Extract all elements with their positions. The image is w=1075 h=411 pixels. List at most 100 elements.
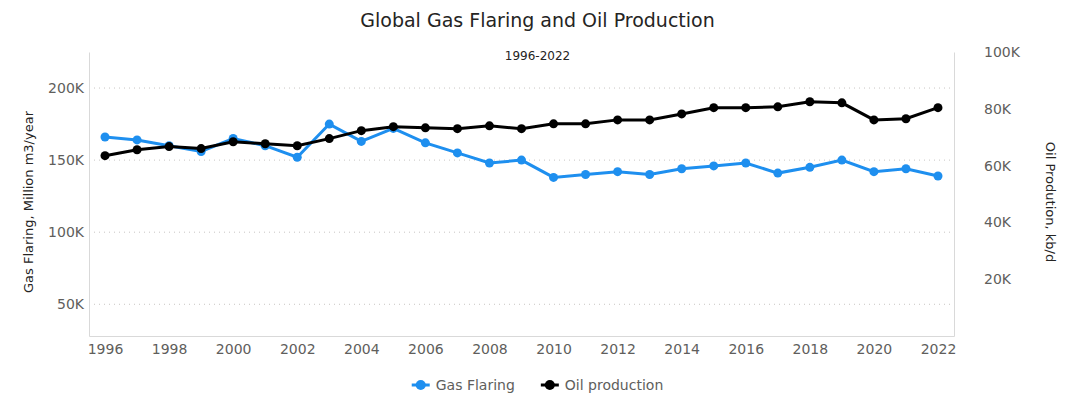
- point: [677, 164, 686, 173]
- point: [421, 123, 430, 132]
- tick-label: 100K: [984, 44, 1021, 60]
- point: [869, 115, 878, 124]
- tick: 1996: [88, 336, 124, 357]
- tick: 2012: [600, 336, 636, 357]
- tick-label: 150K: [48, 152, 85, 168]
- point: [165, 141, 174, 150]
- tick: 80K: [954, 101, 1012, 117]
- tick-label: 2004: [344, 341, 380, 357]
- y-axis-title: Gas Flaring, Million m3/year: [21, 110, 36, 293]
- grid-line: [89, 304, 954, 305]
- point: [741, 159, 750, 168]
- tick: 200K: [48, 80, 89, 96]
- point: [549, 173, 558, 182]
- tick-label: 50K: [57, 296, 85, 312]
- tick: 100K: [954, 44, 1021, 60]
- point: [901, 114, 910, 123]
- point: [773, 169, 782, 178]
- legend-item: Oil production: [541, 377, 663, 393]
- tick-label: 2022: [921, 341, 957, 357]
- tick-label: 20K: [984, 271, 1012, 287]
- tick-label: 1996: [88, 341, 124, 357]
- legend: Gas Flaring Oil production: [412, 377, 664, 393]
- tick-label: 200K: [48, 80, 85, 96]
- subtitle: 1996-2022: [505, 49, 570, 63]
- point: [901, 164, 910, 173]
- tick: 2014: [664, 336, 700, 357]
- tick-label: 2014: [664, 341, 700, 357]
- point: [229, 137, 238, 146]
- tick-label: 60K: [984, 158, 1012, 174]
- axis-line: [90, 336, 955, 337]
- point: [869, 167, 878, 176]
- tick-label: 2018: [793, 341, 829, 357]
- point: [453, 148, 462, 157]
- point: [613, 167, 622, 176]
- point: [837, 156, 846, 165]
- point: [453, 124, 462, 133]
- tick-label: 2008: [472, 341, 508, 357]
- tick: 2004: [344, 336, 380, 357]
- point: [101, 133, 110, 142]
- point: [773, 102, 782, 111]
- point: [325, 120, 334, 129]
- series-line: [105, 124, 938, 177]
- tick: 40K: [954, 214, 1012, 230]
- series-line: [105, 102, 938, 156]
- point: [261, 139, 270, 148]
- title: Global Gas Flaring and Oil Production: [360, 9, 714, 31]
- y-axis: 50K 100K 150K 200K: [48, 53, 89, 337]
- tick: 60K: [954, 158, 1012, 174]
- point: [933, 171, 942, 180]
- point: [293, 141, 302, 150]
- tick-label: 80K: [984, 101, 1012, 117]
- point: [197, 144, 206, 153]
- legend-marker: [545, 380, 555, 390]
- point: [805, 163, 814, 172]
- plot-area: [101, 97, 943, 182]
- point: [389, 122, 398, 131]
- tick-label: 2016: [728, 341, 764, 357]
- point: [101, 151, 110, 160]
- point: [805, 97, 814, 106]
- tick-label: 2012: [600, 341, 636, 357]
- point: [485, 121, 494, 130]
- point: [677, 109, 686, 118]
- point: [485, 159, 494, 168]
- point: [325, 134, 334, 143]
- axis-line: [89, 53, 90, 337]
- tick: 2002: [280, 336, 316, 357]
- tick-label: 2006: [408, 341, 444, 357]
- legend-marker: [416, 380, 426, 390]
- point: [357, 137, 366, 146]
- axis-line: [954, 53, 955, 337]
- tick-label: 1998: [152, 341, 188, 357]
- tick-label: 100K: [48, 224, 85, 240]
- tick: 2010: [536, 336, 572, 357]
- tick: 20K: [954, 271, 1012, 287]
- tick: 2022: [921, 336, 957, 357]
- point: [357, 126, 366, 135]
- y2-axis-title: Oil Prodution, kb/d: [1043, 142, 1058, 262]
- x-axis: 1996 1998 2000 2002 2004 2006 2008 2010 2012 2014…: [88, 336, 957, 357]
- tick: 2020: [857, 336, 893, 357]
- point: [517, 124, 526, 133]
- point: [837, 98, 846, 107]
- tick: 2016: [728, 336, 764, 357]
- legend-label: Gas Flaring: [436, 377, 515, 393]
- tick: 2018: [793, 336, 829, 357]
- legend-label: Oil production: [565, 377, 663, 393]
- grid-line: [89, 88, 954, 89]
- tick-label: 2020: [857, 341, 893, 357]
- point: [421, 138, 430, 147]
- grid-line: [89, 232, 954, 233]
- point: [133, 145, 142, 154]
- tick-label: 2002: [280, 341, 316, 357]
- tick: 2000: [216, 336, 252, 357]
- tick: 2008: [472, 336, 508, 357]
- point: [709, 161, 718, 170]
- tick: 50K: [57, 296, 89, 312]
- point: [517, 156, 526, 165]
- tick-label: 2000: [216, 341, 252, 357]
- y2-axis: 20K 40K 60K 80K 100K: [954, 44, 1021, 337]
